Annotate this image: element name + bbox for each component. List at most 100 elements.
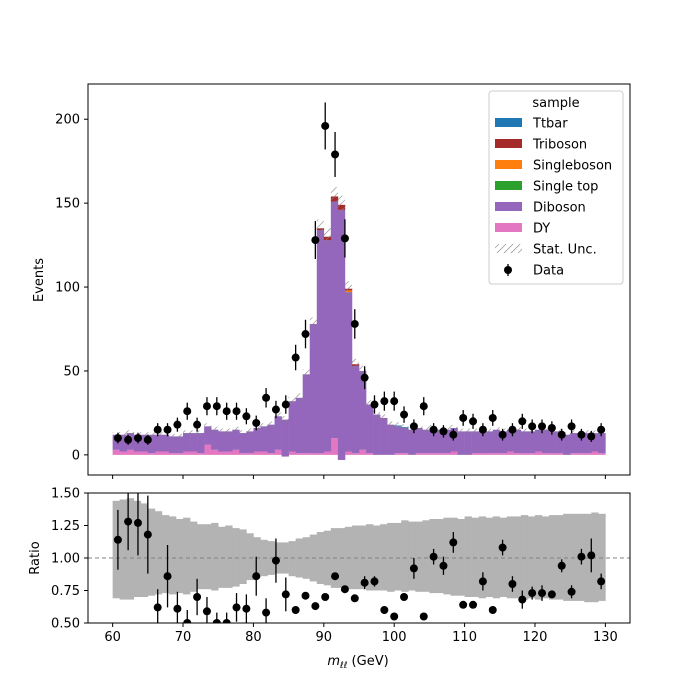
stat-unc-hatch — [401, 424, 409, 431]
bar-dy — [598, 453, 606, 455]
ratio-point — [577, 552, 586, 561]
data-point — [587, 432, 596, 441]
bar-dy — [175, 453, 184, 455]
ratio-point — [202, 607, 211, 616]
ratio-band-bin — [457, 519, 465, 596]
ratio-band-bin — [253, 537, 261, 578]
bar-diboson — [373, 414, 381, 455]
stat-unc-hatch — [563, 432, 571, 438]
bar-diboson — [556, 431, 564, 454]
bar-diboson — [394, 426, 402, 454]
ratio-band-bin — [520, 515, 529, 600]
bar-diboson — [359, 370, 367, 450]
bar-dy — [478, 453, 487, 455]
data-point — [271, 405, 280, 414]
bar-dy — [316, 453, 325, 455]
legend-label: Data — [533, 264, 564, 279]
ratio-band-bin — [211, 522, 219, 591]
bar-dy — [492, 453, 501, 455]
bar-dy — [133, 451, 142, 455]
bar-dy — [112, 449, 120, 455]
ratio-y-ticks: 0.50 0.75 1.00 1.25 1.50 — [51, 487, 88, 632]
stat-unc-hatch — [534, 426, 543, 433]
data-point — [202, 402, 211, 411]
stat-unc-hatch — [288, 396, 296, 406]
ratio-point — [340, 585, 349, 594]
data-point — [311, 236, 320, 245]
ratio-point — [331, 572, 340, 581]
ratio-point — [429, 552, 438, 561]
main-y-tick-label: 50 — [63, 364, 80, 379]
ratio-point — [133, 518, 142, 527]
stat-unc-hatch — [492, 426, 500, 433]
stat-unc-hatch — [394, 422, 402, 429]
ratio-panel: 0.50 0.75 1.00 1.25 1.50 60 70 80 90 100 110 120 13… — [28, 487, 631, 671]
stat-unc-hatch — [239, 430, 247, 436]
bar-diboson — [542, 429, 550, 454]
ratio-point — [567, 587, 576, 596]
legend-label: Triboson — [532, 138, 587, 153]
bar-diboson — [140, 434, 149, 452]
ratio-x-tick-label: 110 — [452, 630, 477, 645]
bar-diboson — [436, 429, 444, 454]
bar-diboson — [443, 429, 451, 454]
bar-diboson — [253, 428, 261, 452]
bar-dy — [218, 451, 226, 455]
stat-unc-hatch — [415, 424, 423, 432]
ratio-band-bin — [126, 498, 135, 600]
data-point — [331, 150, 340, 159]
ratio-band-bin — [147, 508, 156, 596]
bar-dy — [485, 453, 494, 455]
bar-dy — [330, 438, 339, 455]
bar-diboson — [485, 431, 494, 454]
data-point — [291, 353, 300, 362]
ratio-band-bin — [570, 513, 578, 601]
ratio-y-tick-label: 1.50 — [51, 487, 80, 502]
stat-unc-hatch — [323, 228, 331, 246]
legend-label: Diboson — [533, 201, 586, 216]
ratio-band-bin — [218, 526, 226, 588]
bar-diboson — [415, 428, 423, 454]
ratio-point — [547, 590, 556, 599]
ratio-point — [488, 606, 497, 614]
data-point — [370, 400, 379, 409]
bar-diboson — [323, 240, 332, 452]
ratio-point — [252, 572, 261, 581]
bar-diboson — [183, 433, 191, 452]
ratio-band-bin — [154, 511, 163, 595]
ratio-band-bin — [534, 515, 543, 600]
bar-diboson — [302, 374, 311, 454]
bar-dy — [232, 449, 240, 455]
ratio-band-bin — [422, 520, 430, 592]
bar-diboson — [246, 431, 254, 454]
bar-dy — [415, 453, 423, 455]
ratio-point — [370, 577, 379, 586]
ratio-point — [222, 619, 231, 623]
bar-dy — [542, 453, 550, 455]
bar-dy — [570, 453, 578, 455]
bar-diboson — [366, 404, 374, 454]
bar-dy — [436, 453, 444, 455]
bar-diboson — [274, 416, 282, 450]
bar-dy — [527, 453, 536, 455]
bar-diboson — [211, 429, 219, 450]
ratio-point — [183, 619, 192, 623]
bar-diboson — [408, 429, 416, 455]
data-point — [113, 434, 122, 443]
ratio-point — [528, 589, 537, 598]
bar-diboson — [330, 201, 339, 439]
ratio-point — [400, 593, 409, 601]
data-point — [557, 430, 566, 439]
ratio-band-bin — [506, 516, 515, 599]
stat-unc-hatch — [309, 317, 317, 331]
stat-unc-hatch — [154, 432, 162, 438]
stat-unc-hatch — [197, 430, 205, 436]
ratio-x-tick-label: 120 — [523, 630, 548, 645]
bar-diboson — [520, 431, 529, 454]
bar-diboson — [168, 436, 177, 454]
ratio-band-bin — [140, 503, 149, 597]
bar-diboson — [499, 431, 508, 454]
data-point — [547, 424, 556, 433]
bar-dy — [591, 451, 599, 455]
data-point — [488, 413, 497, 422]
